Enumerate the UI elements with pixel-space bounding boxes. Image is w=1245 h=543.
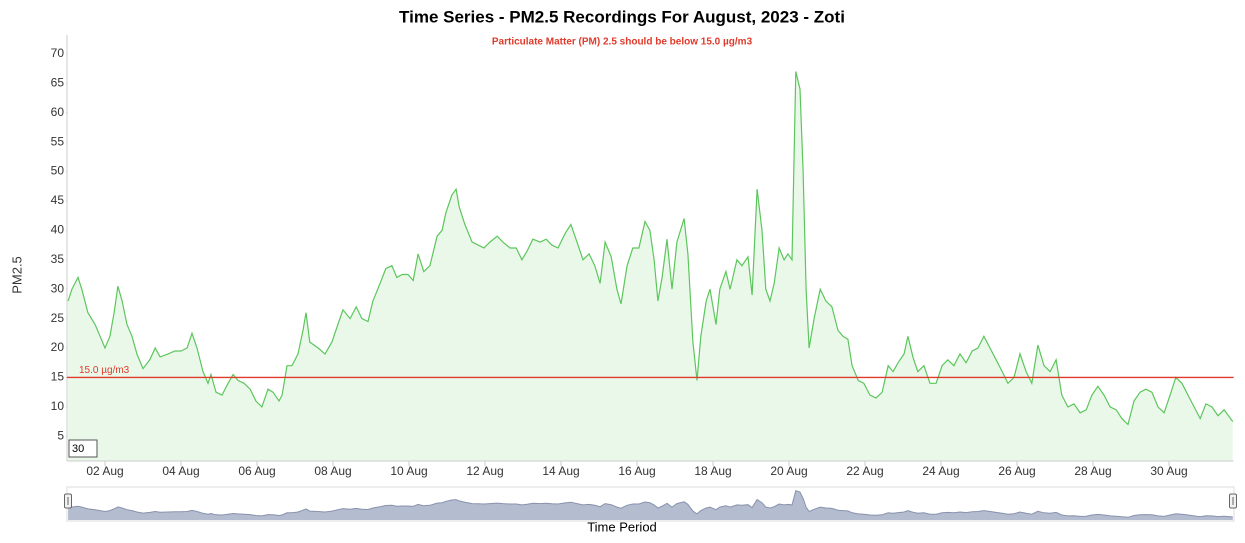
y-axis-label: PM2.5 bbox=[9, 256, 24, 294]
y-tick-label: 5 bbox=[57, 428, 64, 442]
x-tick-label: 22 Aug bbox=[846, 464, 883, 478]
x-tick-label: 02 Aug bbox=[86, 464, 123, 478]
navigator-line bbox=[67, 490, 1233, 518]
chart-title: Time Series - PM2.5 Recordings For Augus… bbox=[399, 7, 845, 26]
navigator-area bbox=[68, 490, 1233, 520]
y-tick-label: 25 bbox=[51, 311, 65, 325]
x-tick-label: 06 Aug bbox=[238, 464, 275, 478]
threshold-label: 15.0 µg/m3 bbox=[79, 365, 130, 376]
x-tick-label: 04 Aug bbox=[162, 464, 199, 478]
zoom-box-label: 30 bbox=[72, 443, 84, 455]
x-tick-label: 30 Aug bbox=[1150, 464, 1187, 478]
y-tick-label: 15 bbox=[51, 370, 65, 384]
area bbox=[68, 71, 1233, 461]
y-tick-label: 50 bbox=[51, 164, 65, 178]
x-axis-label: Time Period bbox=[587, 519, 657, 534]
x-tick-label: 14 Aug bbox=[542, 464, 579, 478]
x-tick-label: 26 Aug bbox=[998, 464, 1035, 478]
y-tick-label: 70 bbox=[51, 46, 65, 60]
y-tick-label: 10 bbox=[51, 399, 65, 413]
y-tick-label: 35 bbox=[51, 252, 65, 266]
line bbox=[67, 71, 1234, 426]
x-tick-label: 24 Aug bbox=[922, 464, 959, 478]
x-tick-label: 28 Aug bbox=[1074, 464, 1111, 478]
x-tick-label: 18 Aug bbox=[694, 464, 731, 478]
x-tick-label: 10 Aug bbox=[390, 464, 427, 478]
y-tick-label: 20 bbox=[51, 340, 65, 354]
x-tick-label: 20 Aug bbox=[770, 464, 807, 478]
zoom-box[interactable] bbox=[68, 439, 98, 458]
x-tick-label: 08 Aug bbox=[314, 464, 351, 478]
y-tick-label: 55 bbox=[51, 134, 65, 148]
y-tick-label: 30 bbox=[51, 281, 65, 295]
x-tick-label: 12 Aug bbox=[466, 464, 503, 478]
chart-subtitle: Particulate Matter (PM) 2.5 should be be… bbox=[492, 37, 753, 48]
y-tick-label: 65 bbox=[51, 75, 65, 89]
x-tick-label: 16 Aug bbox=[618, 464, 655, 478]
y-tick-label: 40 bbox=[51, 223, 65, 237]
y-tick-label: 45 bbox=[51, 193, 65, 207]
y-tick-label: 60 bbox=[51, 105, 65, 119]
